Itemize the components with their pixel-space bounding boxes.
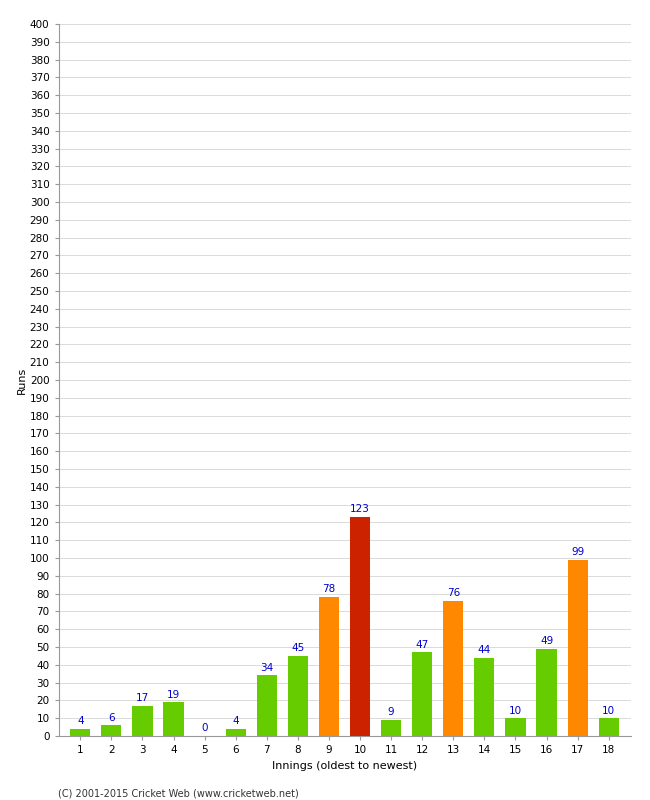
Bar [163, 702, 183, 736]
Bar [381, 720, 401, 736]
Text: (C) 2001-2015 Cricket Web (www.cricketweb.net): (C) 2001-2015 Cricket Web (www.cricketwe… [58, 788, 299, 798]
Text: 76: 76 [447, 588, 460, 598]
Bar [70, 729, 90, 736]
Bar [226, 729, 246, 736]
Text: 19: 19 [167, 690, 180, 699]
Text: 4: 4 [77, 716, 84, 726]
Bar [319, 597, 339, 736]
Text: 49: 49 [540, 636, 553, 646]
Bar [474, 658, 495, 736]
Bar [567, 560, 588, 736]
Text: 78: 78 [322, 585, 335, 594]
Bar [443, 601, 463, 736]
Bar [133, 706, 153, 736]
Text: 0: 0 [202, 723, 208, 734]
Text: 34: 34 [260, 663, 274, 673]
Text: 45: 45 [291, 643, 304, 654]
Text: 47: 47 [415, 640, 429, 650]
Text: 9: 9 [388, 707, 395, 718]
Bar [599, 718, 619, 736]
Bar [536, 649, 556, 736]
Text: 6: 6 [108, 713, 114, 722]
Text: 99: 99 [571, 547, 584, 557]
Bar [350, 517, 370, 736]
Text: 44: 44 [478, 645, 491, 655]
Bar [257, 675, 277, 736]
Text: 17: 17 [136, 693, 149, 703]
X-axis label: Innings (oldest to newest): Innings (oldest to newest) [272, 761, 417, 770]
Bar [288, 656, 308, 736]
Text: 10: 10 [602, 706, 616, 715]
Bar [412, 652, 432, 736]
Text: 10: 10 [509, 706, 522, 715]
Text: 123: 123 [350, 504, 370, 514]
Bar [101, 726, 122, 736]
Bar [506, 718, 526, 736]
Y-axis label: Runs: Runs [17, 366, 27, 394]
Text: 4: 4 [233, 716, 239, 726]
